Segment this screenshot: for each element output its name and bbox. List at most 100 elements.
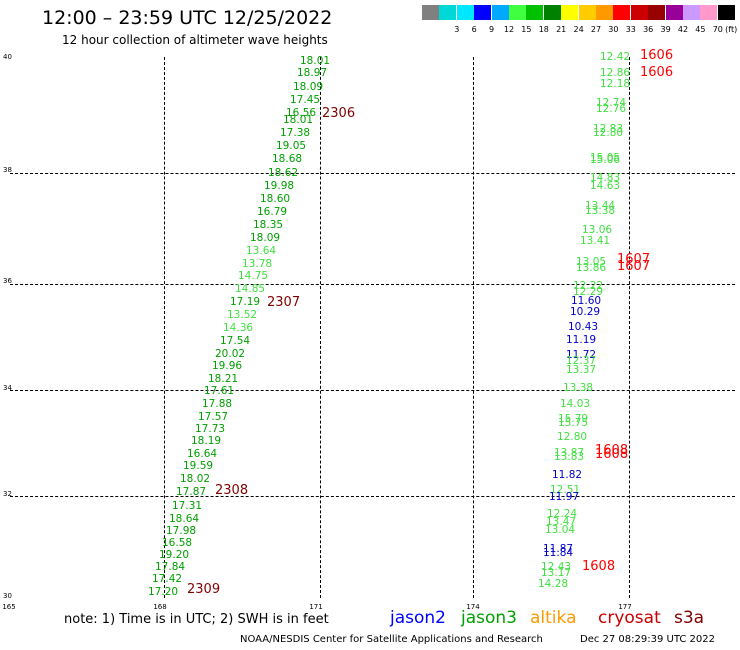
grid-line-lon-171	[320, 57, 321, 598]
legend-jason2: jason2	[390, 608, 446, 628]
wave-height-value: 14.83	[590, 172, 621, 184]
lat-label-40: 40	[3, 53, 12, 61]
wave-height-value: 18.09	[293, 81, 324, 93]
scale-tick-label: 42	[677, 25, 689, 34]
pass-time-label: 2308	[215, 483, 249, 498]
wave-height-value: 16.58	[162, 537, 193, 549]
wave-height-value: 19.59	[183, 460, 214, 472]
wave-height-value: 18.01	[300, 55, 331, 67]
grid-line-lat-36	[10, 284, 735, 285]
wave-height-value: 20.02	[215, 348, 246, 360]
scale-swatch	[578, 5, 596, 20]
scale-tick-label: 12	[503, 25, 515, 34]
scale-tick-label: 24	[573, 25, 584, 34]
wave-height-value: 14.85	[235, 283, 266, 295]
wave-height-value: 13.52	[227, 309, 258, 321]
wave-height-value: 15.75	[558, 417, 589, 429]
wave-height-value: 11.60	[571, 295, 602, 307]
wave-height-value: 17.84	[155, 561, 186, 573]
wave-height-value: 17.73	[195, 423, 226, 435]
wave-height-value: 18.02	[180, 473, 211, 485]
wave-height-value: 18.62	[268, 167, 299, 179]
wave-height-value: 17.98	[166, 525, 197, 537]
scale-swatch	[596, 5, 613, 20]
wave-height-value: 11.97	[549, 491, 580, 503]
scale-swatch	[683, 5, 700, 20]
scale-swatch	[422, 5, 439, 20]
grid-line-lat-32	[10, 496, 735, 497]
wave-height-value: 12.18	[600, 78, 631, 90]
wave-height-value: 13.05	[576, 256, 607, 268]
wave-height-value: 13.38	[585, 205, 616, 217]
wave-height-value: 18.64	[169, 513, 200, 525]
lat-label-30: 30	[3, 592, 12, 600]
grid-line-lon-168	[164, 57, 165, 598]
lon-label-174: 174	[466, 603, 480, 611]
scale-swatch	[630, 5, 648, 20]
wave-height-value: 18.09	[250, 232, 281, 244]
scale-swatch	[509, 5, 526, 20]
scale-swatch	[665, 5, 683, 20]
wave-height-value: 12.42	[600, 51, 631, 63]
legend-altika: altika	[530, 608, 577, 628]
pass-time-label: 1607	[617, 252, 651, 267]
wave-height-value: 12.83	[593, 123, 624, 135]
map-title: 12:00 – 23:59 UTC 12/25/2022	[42, 7, 333, 29]
scale-swatch	[561, 5, 579, 20]
wave-height-value: 14.36	[223, 322, 254, 334]
scale-tick-label: 6	[471, 25, 477, 34]
wave-height-value: 11.87	[543, 543, 574, 555]
wave-height-value: 13.41	[580, 235, 611, 247]
wave-height-value: 12.76	[596, 103, 627, 115]
lat-label-38: 38	[3, 166, 12, 174]
scale-tick-label: 33	[625, 25, 636, 34]
lat-label-32: 32	[3, 490, 12, 498]
scale-tick-label: 9	[489, 25, 495, 34]
scale-unit-label: (ft)	[725, 25, 738, 34]
lon-label-171: 171	[309, 603, 323, 611]
wave-height-value: 11.72	[566, 349, 597, 361]
scale-swatch	[439, 5, 457, 20]
wave-height-value: 16.56	[286, 107, 317, 119]
wave-height-value: 17.42	[152, 573, 183, 585]
wave-height-value: 18.01	[283, 114, 314, 126]
wave-height-value: 17.88	[202, 398, 233, 410]
scale-tick-label: 39	[660, 25, 671, 34]
wave-height-value: 18.35	[253, 219, 284, 231]
wave-height-value: 17.31	[172, 500, 203, 512]
wave-height-value: 15.06	[590, 154, 621, 166]
grid-line-lon-174	[473, 57, 474, 598]
scale-swatch	[717, 5, 735, 20]
wave-height-value: 11.84	[543, 547, 574, 559]
wave-height-value: 18.21	[208, 373, 239, 385]
scale-swatch	[613, 5, 631, 20]
wave-height-value: 12.86	[600, 67, 631, 79]
wave-height-value: 14.03	[560, 398, 591, 410]
wave-height-value: 13.17	[541, 567, 572, 579]
wave-height-value: 19.20	[159, 549, 190, 561]
wave-height-value: 18.19	[191, 435, 222, 447]
scale-tick-label: 70	[712, 25, 723, 34]
wave-height-value: 12.80	[593, 127, 624, 139]
wave-height-value: 12.22	[573, 280, 604, 292]
wave-height-value: 16.79	[257, 206, 288, 218]
scale-swatch	[700, 5, 718, 20]
scale-tick-label: 21	[556, 25, 567, 34]
lon-label-165: 165	[2, 603, 16, 611]
wave-height-value: 10.29	[570, 306, 601, 318]
wave-height-value: 10.43	[568, 321, 599, 333]
lat-label-34: 34	[3, 384, 12, 392]
scale-tick-label: 15	[521, 25, 532, 34]
wave-height-value: 12.24	[547, 508, 578, 520]
grid-line-lat-34	[10, 390, 735, 391]
scale-tick-label: 18	[538, 25, 549, 34]
wave-height-value: 14.28	[538, 578, 569, 590]
wave-height-value: 15.05	[590, 152, 621, 164]
scale-tick-label: 27	[590, 25, 602, 34]
wave-height-value: 14.75	[238, 270, 269, 282]
wave-height-value: 15.79	[558, 413, 589, 425]
legend-s3a: s3a	[674, 608, 705, 628]
scale-swatch	[526, 5, 544, 20]
footer-note: note: 1) Time is in UTC; 2) SWH is in fe…	[64, 612, 329, 627]
wave-height-value: 19.05	[276, 140, 307, 152]
